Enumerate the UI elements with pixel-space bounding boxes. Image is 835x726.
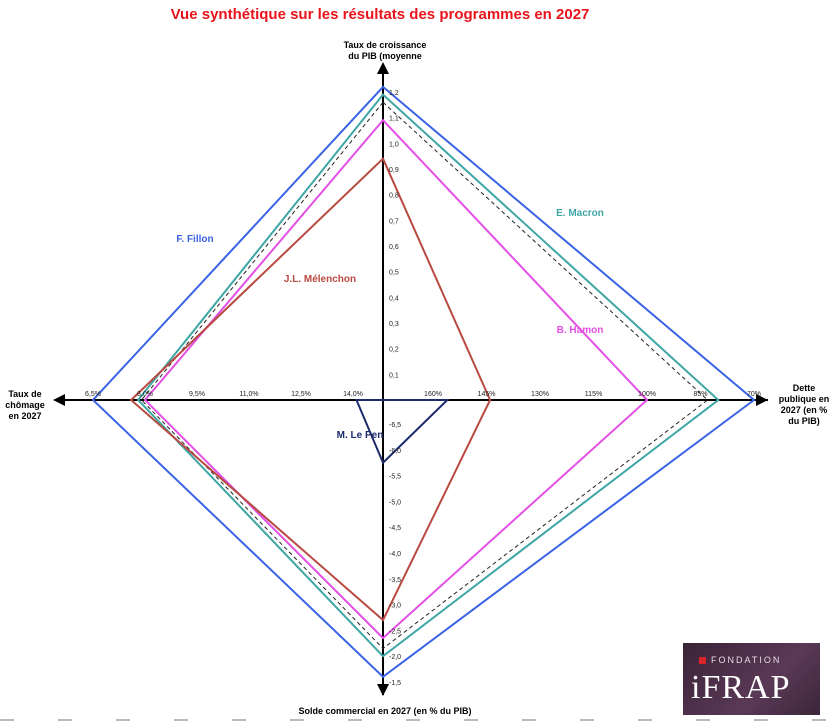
tick-label-top-1: 0,2	[389, 347, 399, 354]
tick-label-top-7: 0,8	[389, 193, 399, 200]
tick-label-top-6: 0,7	[389, 218, 399, 225]
tick-label-left-3: 9,5%	[189, 391, 205, 398]
tick-label-top-5: 0,6	[389, 244, 399, 251]
axis-label-line: du PIB (moyenne	[348, 51, 422, 61]
logo-square-icon	[699, 657, 706, 664]
series-polygon-5	[354, 399, 450, 465]
tick-label-top-4: 0,5	[389, 270, 399, 277]
axis-arrow-right-icon	[756, 394, 768, 406]
axis-label-line: 2027 (en %	[780, 405, 828, 415]
tick-label-top-11: 1,2	[389, 90, 399, 97]
series-label-0: F. Fillon	[176, 234, 213, 245]
series-polygon-3	[143, 118, 649, 640]
tick-label-bottom-2: -5,5	[389, 474, 401, 481]
tick-label-top-2: 0,3	[389, 321, 399, 328]
axis-label-line: Solde commercial en 2027 (en % du PIB)	[298, 706, 472, 716]
axis-arrow-left-icon	[53, 394, 65, 406]
chart-title: Vue synthétique sur les résultats des pr…	[170, 6, 590, 23]
axis-label-line: Taux de	[8, 389, 42, 399]
tick-label-bottom-5: -4,0	[389, 551, 401, 558]
axis-label-trade-balance: Solde commercial en 2027 (en % du PIB)	[250, 706, 520, 717]
axis-arrow-up-icon	[377, 62, 389, 74]
ifrap-logo: FONDATION iFRAP	[683, 643, 820, 715]
tick-label-left-5: 6,5%	[85, 391, 101, 398]
tick-label-right-6: 70%	[747, 391, 761, 398]
axis-label-debt: Dette publique en 2027 (en % du PIB)	[773, 383, 835, 427]
tick-label-right-4: 100%	[638, 391, 656, 398]
tick-label-left-0: 14,0%	[343, 391, 363, 398]
axis-arrow-down-icon	[377, 684, 389, 696]
axis-label-line: Dette	[792, 383, 816, 393]
series-polygon-4	[129, 156, 492, 622]
tick-label-top-3: 0,4	[389, 295, 399, 302]
tick-label-right-1: 145%	[478, 391, 496, 398]
tick-label-top-9: 1,0	[389, 141, 399, 148]
axis-label-line: chômage	[5, 400, 45, 410]
series-label-5: M. Le Pen	[337, 430, 384, 441]
logo-name: iFRAP	[691, 669, 791, 706]
tick-label-bottom-0: -6,5	[389, 422, 401, 429]
series-label-1: E. Macron	[556, 208, 604, 219]
series-label-3: B. Hamon	[557, 325, 604, 336]
tick-label-top-8: 0,9	[389, 167, 399, 174]
series-label-4: J.L. Mélenchon	[284, 274, 356, 285]
tick-label-bottom-4: -4,5	[389, 525, 401, 532]
tick-label-left-2: 11,0%	[239, 391, 258, 398]
series-polygon-1	[136, 93, 720, 658]
series-polygon-0	[91, 85, 756, 679]
axis-label-growth: Taux de croissance du PIB (moyenne	[320, 40, 450, 62]
axis-label-line: Taux de croissance	[343, 40, 427, 50]
tick-label-left-4: 8,0%	[137, 391, 153, 398]
tick-label-bottom-6: -3,5	[389, 577, 401, 584]
tick-label-bottom-9: -2,0	[389, 654, 401, 661]
tick-label-left-1: 12,5%	[291, 391, 311, 398]
tick-label-bottom-1: -6,0	[389, 448, 401, 455]
tick-label-bottom-3: -5,0	[389, 499, 401, 506]
axis-label-line: publique en	[778, 394, 830, 404]
tick-label-right-2: 130%	[531, 391, 549, 398]
tick-label-right-0: 160%	[424, 391, 442, 398]
axis-label-line: en 2027	[8, 411, 42, 421]
tick-label-right-3: 115%	[585, 391, 602, 398]
footer-dashes	[0, 719, 835, 721]
axis-label-line: du PIB)	[788, 416, 820, 426]
tick-label-bottom-10: -1,5	[389, 680, 401, 687]
tick-label-right-5: 85%	[693, 391, 707, 398]
series-polygon-2	[140, 101, 709, 650]
logo-subtitle: FONDATION	[711, 655, 782, 665]
axis-label-unemployment: Taux de chômage en 2027	[0, 389, 50, 422]
tick-label-top-10: 1,1	[389, 116, 399, 123]
tick-label-bottom-7: -3,0	[389, 603, 401, 610]
tick-label-bottom-8: -2,5	[389, 628, 401, 635]
tick-label-top-0: 0,1	[389, 372, 399, 379]
